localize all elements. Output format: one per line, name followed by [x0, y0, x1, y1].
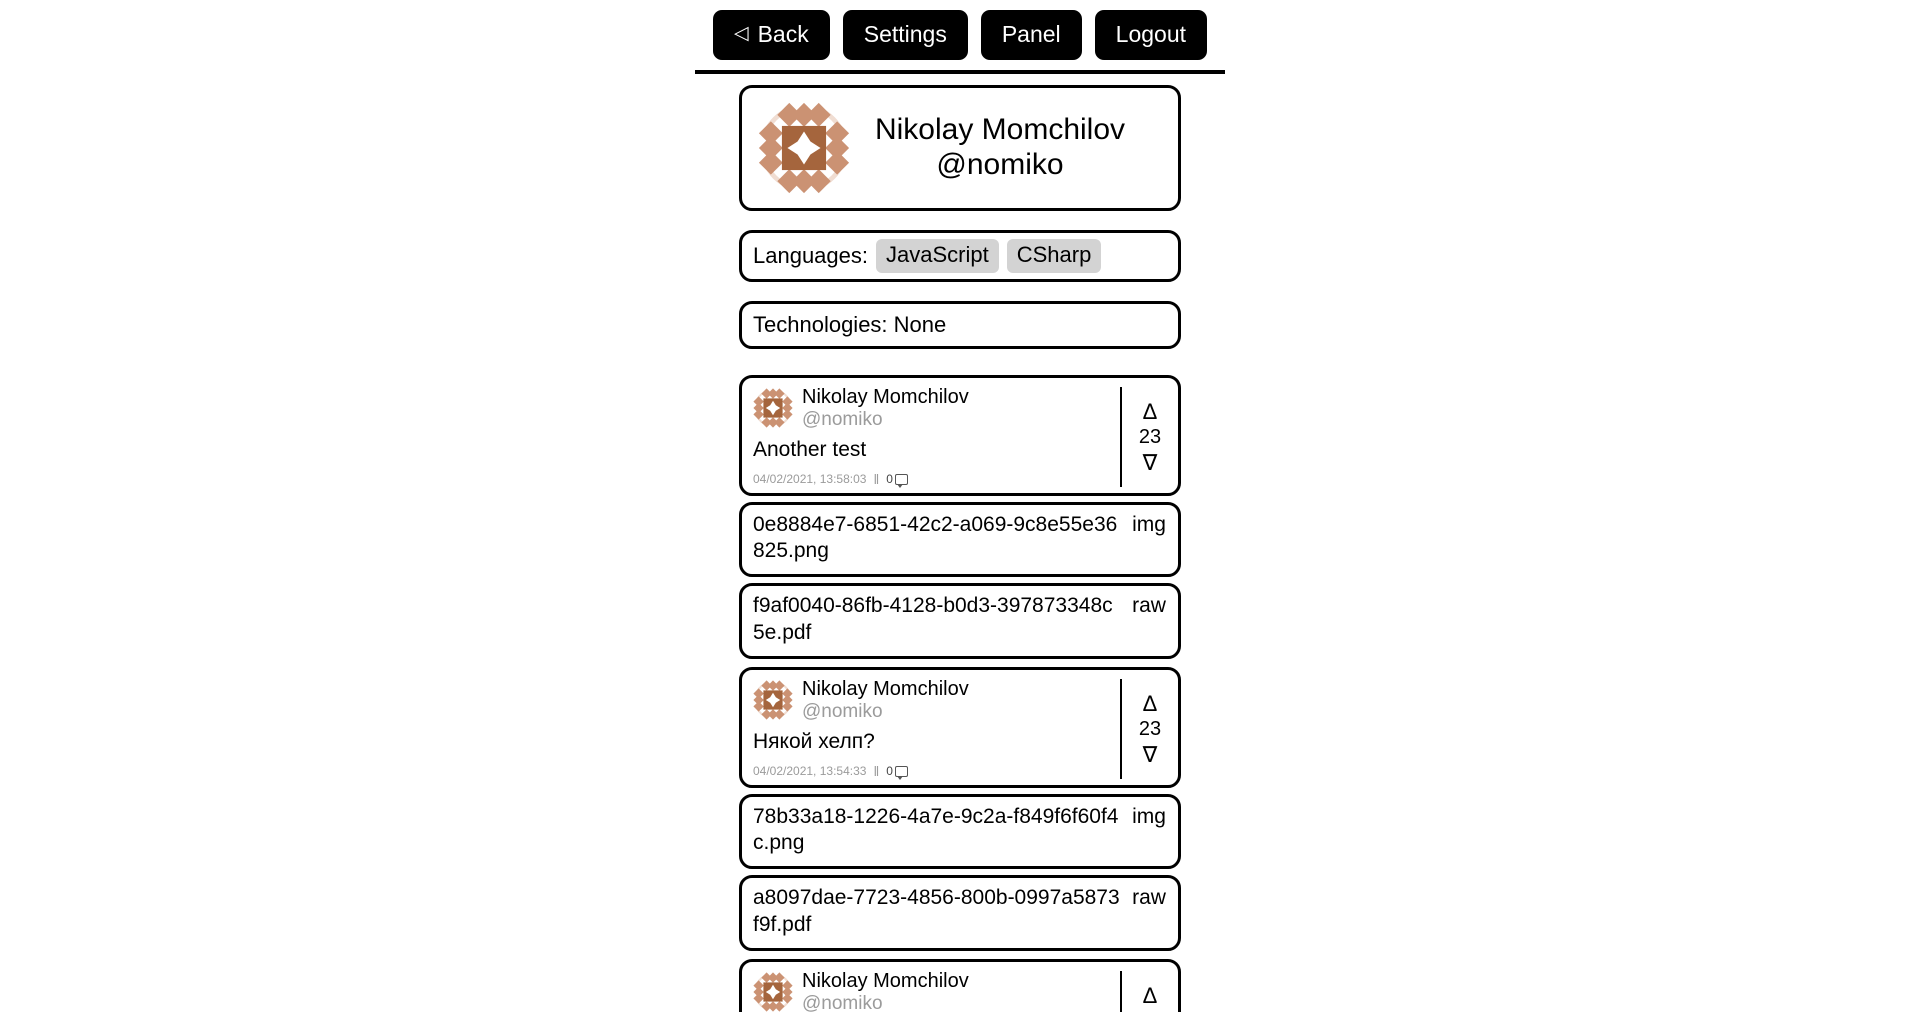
post-group: Nikolay Momchilov @nomiko Another test 04/0… [739, 375, 1181, 660]
post-author-row: Nikolay Momchilov @nomiko [753, 678, 1120, 723]
attachment-row[interactable]: a8097dae-7723-4856-800b-0997a5873f9f.pdf… [739, 875, 1181, 952]
nav-button-settings[interactable]: Settings [842, 10, 968, 60]
vote-count: 23 [1138, 425, 1162, 448]
post-timestamp: 04/02/2021, 13:58:03 [753, 471, 867, 486]
post-card[interactable]: Nikolay Momchilov@nomikoTest post04/02/2… [739, 959, 1181, 1012]
post-comment-count: 0 [886, 763, 893, 778]
post-timestamp: 04/02/2021, 13:54:33 [753, 763, 867, 778]
identicon-avatar [753, 388, 793, 428]
profile-display-name: Nikolay Momchilov [874, 113, 1126, 147]
profile-handle: @nomiko [936, 148, 1064, 181]
attachment-filename: 0e8884e7-6851-42c2-a069-9c8e55e36825.png [753, 512, 1118, 563]
downvote-icon[interactable]: ∇ [1142, 449, 1158, 475]
languages-card: Languages: JavaScript CSharp [739, 230, 1181, 282]
language-chip[interactable]: CSharp [1006, 239, 1102, 273]
upvote-icon[interactable]: Δ [1142, 982, 1158, 1008]
attachment-filename: 78b33a18-1226-4a7e-9c2a-f849f6f60f4c.png [753, 804, 1119, 855]
post-identity: Nikolay Momchilov @nomiko [802, 678, 969, 723]
upvote-icon[interactable]: Δ [1142, 690, 1158, 716]
post-comment-count-wrap[interactable]: 0 [886, 763, 908, 780]
identicon-avatar [753, 972, 793, 1012]
post-identity: Nikolay Momchilov @nomiko [802, 386, 969, 431]
post-author-name[interactable]: Nikolay Momchilov [802, 970, 969, 993]
profile-name-block: Nikolay Momchilov @nomiko [850, 113, 1162, 183]
meta-separator: ‖ [873, 762, 880, 779]
attachment-filename: a8097dae-7723-4856-800b-0997a5873f9f.pdf [753, 886, 1120, 937]
post-author-name[interactable]: Nikolay Momchilov [802, 678, 969, 701]
post-comment-count-wrap[interactable]: 0 [886, 471, 908, 488]
identicon-pattern [753, 972, 793, 1012]
nav-button-label: Logout [1115, 21, 1187, 47]
nav-button-logout[interactable]: Logout [1094, 10, 1208, 60]
post-body: Nikolay Momchilov @nomiko Някой хелп? 04/02… [742, 678, 1120, 780]
post-comment-count: 0 [886, 471, 893, 486]
vote-control: Δ23∇ [1120, 971, 1178, 1012]
identicon-avatar [758, 102, 850, 194]
attachment-row[interactable]: f9af0040-86fb-4128-b0d3-397873348c5e.pdf… [739, 583, 1181, 660]
post-meta-row: 04/02/2021, 13:54:33 ‖ 0 [753, 762, 1120, 780]
post-author-name[interactable]: Nikolay Momchilov [802, 386, 969, 408]
post-group: Nikolay Momchilov@nomikoTest post04/02/2… [739, 959, 1181, 1012]
post-feed: Nikolay Momchilov @nomiko Another test 04/0… [739, 375, 1181, 1012]
nav-button-label: Settings [863, 21, 947, 47]
post-author-row: Nikolay Momchilov @nomiko [753, 386, 1120, 431]
post-card[interactable]: Nikolay Momchilov @nomiko Another test 04/0… [739, 375, 1181, 496]
nav-button-label: Back [757, 21, 809, 47]
identicon-pattern [753, 680, 793, 720]
post-body: Nikolay Momchilov@nomikoTest post04/02/2… [742, 970, 1120, 1012]
post-title[interactable]: Някой хелп? [753, 730, 875, 754]
nav-button-back[interactable]: ◁ Back [712, 10, 830, 60]
post-card[interactable]: Nikolay Momchilov @nomiko Някой хелп? 04/02… [739, 667, 1181, 788]
identicon-pattern [758, 102, 850, 194]
post-body: Nikolay Momchilov @nomiko Another test 04/0… [742, 386, 1120, 488]
attachment-kind-label[interactable]: img [1132, 804, 1166, 828]
attachment-kind-label[interactable]: img [1132, 512, 1166, 536]
top-navbar: ◁ Back Settings Panel Logout [0, 0, 1920, 60]
identicon-avatar [753, 680, 793, 720]
post-identity: Nikolay Momchilov @nomiko [802, 970, 969, 1012]
technologies-text: Technologies: None [753, 312, 947, 337]
attachment-row[interactable]: 78b33a18-1226-4a7e-9c2a-f849f6f60f4c.png… [739, 793, 1181, 870]
post-author-handle[interactable]: @nomiko [802, 992, 883, 1012]
vote-count: 23 [1139, 1008, 1161, 1012]
nav-button-label: Panel [1001, 21, 1061, 47]
language-chip[interactable]: JavaScript [876, 239, 999, 273]
post-author-handle[interactable]: @nomiko [802, 408, 883, 430]
profile-header-card: Nikolay Momchilov @nomiko [739, 85, 1181, 211]
header-divider [695, 70, 1225, 74]
nav-button-panel[interactable]: Panel [980, 10, 1082, 60]
attachment-kind-label[interactable]: raw [1132, 886, 1166, 910]
comment-bubble-icon [894, 473, 908, 488]
vote-count: 23 [1138, 717, 1162, 740]
back-arrow-icon: ◁ [733, 23, 749, 44]
downvote-icon[interactable]: ∇ [1142, 741, 1158, 767]
identicon-pattern [753, 388, 793, 428]
upvote-icon[interactable]: Δ [1142, 398, 1158, 424]
post-meta-row: 04/02/2021, 13:58:03 ‖ 0 [753, 470, 1120, 488]
attachment-filename: f9af0040-86fb-4128-b0d3-397873348c5e.pdf [753, 594, 1113, 645]
attachment-kind-label[interactable]: raw [1132, 594, 1166, 618]
post-group: Nikolay Momchilov @nomiko Някой хелп? 04/02… [739, 667, 1181, 952]
languages-label: Languages: [753, 243, 868, 268]
post-title[interactable]: Another test [753, 438, 867, 462]
languages-chip-list: JavaScript CSharp [876, 239, 1102, 273]
meta-separator: ‖ [873, 470, 880, 487]
post-author-handle[interactable]: @nomiko [802, 700, 883, 722]
technologies-card: Technologies: None [739, 301, 1181, 349]
comment-bubble-icon [894, 765, 908, 780]
attachment-row[interactable]: 0e8884e7-6851-42c2-a069-9c8e55e36825.png… [739, 501, 1181, 578]
post-author-row: Nikolay Momchilov @nomiko [753, 970, 1120, 1012]
